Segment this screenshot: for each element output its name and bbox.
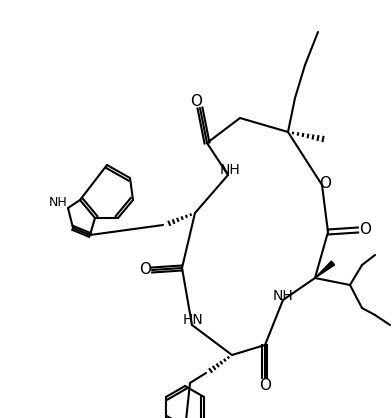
- Polygon shape: [315, 261, 335, 278]
- Text: O: O: [319, 176, 331, 191]
- Text: NH: NH: [272, 289, 293, 303]
- Text: HN: HN: [183, 313, 203, 327]
- Text: NH: NH: [49, 196, 67, 209]
- Text: NH: NH: [220, 163, 240, 177]
- Text: O: O: [190, 94, 202, 110]
- Text: O: O: [359, 222, 371, 237]
- Text: O: O: [259, 377, 271, 393]
- Text: O: O: [139, 263, 151, 278]
